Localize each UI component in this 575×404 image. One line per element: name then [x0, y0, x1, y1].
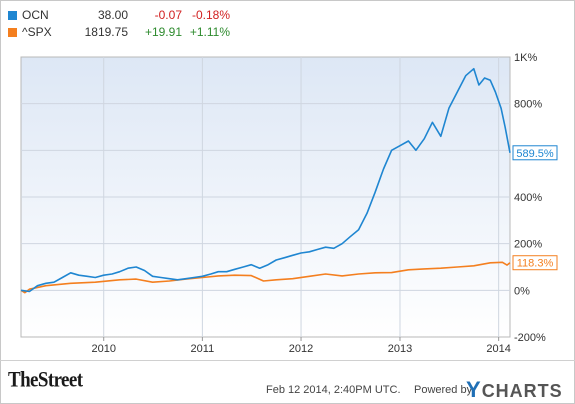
spx-swatch [8, 28, 17, 37]
x-tick-label: 2012 [289, 343, 313, 355]
series-layer [20, 67, 511, 294]
y-tick-label: 1K% [514, 52, 537, 64]
series-line-spx[interactable] [20, 261, 511, 294]
x-tick-label: 2013 [388, 343, 412, 355]
y-axis: 1K%800%600%400%200%0%-200% [514, 52, 546, 344]
ocn-swatch [8, 11, 17, 20]
y-tick-label: -200% [514, 332, 546, 344]
end-label-spx: 118.3% [512, 255, 558, 271]
legend-percent: -0.18% [191, 8, 230, 22]
timestamp: Feb 12 2014, 2:40PM UTC. [266, 384, 401, 396]
end-label-text: 589.5% [516, 148, 554, 160]
end-label-ocn: 589.5% [512, 145, 558, 161]
x-tick-label: 2010 [91, 343, 115, 355]
legend-price: 1819.75 [84, 25, 128, 39]
end-labels: 118.3% 589.5% [512, 145, 558, 271]
x-tick-label: 2014 [486, 343, 510, 355]
ycharts-wordmark: CHARTS [481, 381, 563, 401]
legend-change: -0.07 [154, 8, 182, 22]
y-tick-label: 400% [514, 192, 542, 204]
legend-percent: +1.11% [189, 25, 230, 39]
legend-symbol: OCN [22, 8, 49, 22]
powered-by-text: Powered by [414, 384, 473, 396]
legend-change: +19.91 [144, 25, 182, 39]
end-label-box [512, 145, 558, 161]
x-axis: 2010 2011 2012 2013 2014 [91, 337, 511, 355]
y-tick-label: 200% [514, 239, 542, 251]
end-label-box [512, 255, 558, 271]
legend-price: 38.00 [97, 8, 128, 22]
y-tick-label: 0% [514, 285, 530, 297]
legend-symbol: ^SPX [22, 25, 52, 39]
x-tick-label: 2011 [191, 343, 215, 355]
end-label-text: 118.3% [517, 258, 554, 270]
y-tick-label: 800% [514, 99, 542, 111]
thestreet-logo[interactable]: TheStreet [8, 368, 83, 393]
series-line-ocn[interactable] [20, 67, 511, 293]
ycharts-y: Y [466, 377, 482, 402]
ycharts-logo[interactable]: YCHARTS [466, 377, 563, 403]
footer-divider [0, 360, 575, 361]
